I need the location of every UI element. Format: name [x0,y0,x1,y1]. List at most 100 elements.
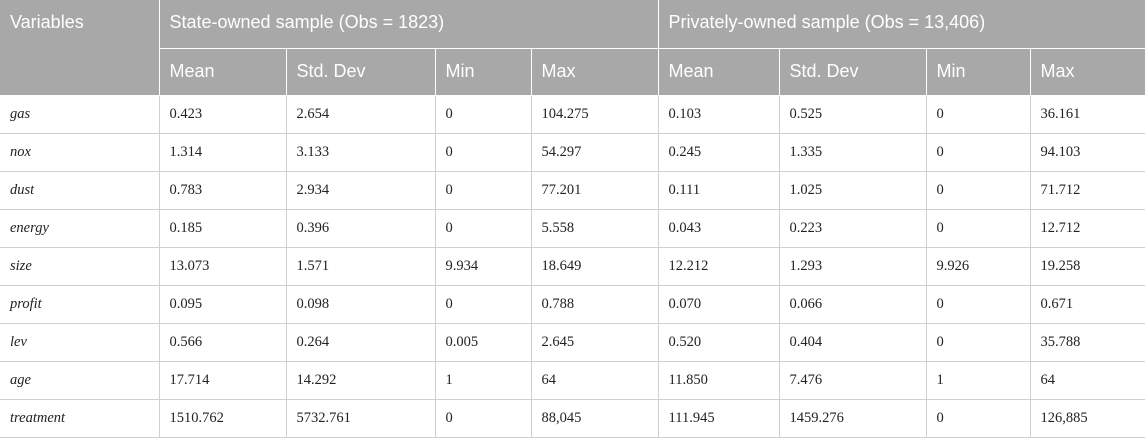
value-cell: 13.073 [159,247,287,286]
value-cell: 0 [926,171,1031,210]
value-cell: 0.423 [159,95,287,134]
value-cell: 19.258 [1030,247,1145,286]
value-cell: 0.185 [159,209,287,248]
value-cell: 71.712 [1030,171,1145,210]
value-cell: 0.264 [286,323,436,362]
state-owned-group-header: State-owned sample (Obs = 1823) [159,0,659,49]
variable-name-cell: profit [0,285,160,324]
value-cell: 0.671 [1030,285,1145,324]
variable-name-cell: nox [0,133,160,172]
value-cell: 0.566 [159,323,287,362]
value-cell: 0 [435,209,532,248]
header-stats-row: Mean Std. Dev Min Max Mean Std. Dev Min … [0,48,1145,96]
value-cell: 0 [926,133,1031,172]
variable-name-cell: lev [0,323,160,362]
value-cell: 0.223 [779,209,927,248]
stat-header: Max [1030,48,1145,96]
value-cell: 2.654 [286,95,436,134]
value-cell: 88,045 [531,399,659,438]
value-cell: 9.934 [435,247,532,286]
table-row: profit 0.095 0.098 0 0.788 0.070 0.066 0 0.671 [0,285,1145,324]
value-cell: 0 [926,399,1031,438]
value-cell: 0.095 [159,285,287,324]
value-cell: 0.005 [435,323,532,362]
value-cell: 0.245 [658,133,780,172]
value-cell: 0 [926,285,1031,324]
value-cell: 0.783 [159,171,287,210]
table-row: nox 1.314 3.133 0 54.297 0.245 1.335 0 94.103 [0,133,1145,172]
value-cell: 0 [926,95,1031,134]
value-cell: 0 [435,399,532,438]
variable-name-cell: energy [0,209,160,248]
value-cell: 12.712 [1030,209,1145,248]
value-cell: 0 [435,95,532,134]
value-cell: 0.111 [658,171,780,210]
value-cell: 77.201 [531,171,659,210]
value-cell: 126,885 [1030,399,1145,438]
value-cell: 1459.276 [779,399,927,438]
table-row: size 13.073 1.571 9.934 18.649 12.212 1.293 9.9… [0,247,1145,286]
value-cell: 0.520 [658,323,780,362]
value-cell: 1 [435,361,532,400]
value-cell: 54.297 [531,133,659,172]
value-cell: 3.133 [286,133,436,172]
value-cell: 36.161 [1030,95,1145,134]
table-row: dust 0.783 2.934 0 77.201 0.111 1.025 0 71.712 [0,171,1145,210]
value-cell: 94.103 [1030,133,1145,172]
variable-name-cell: gas [0,95,160,134]
variable-name-cell: dust [0,171,160,210]
value-cell: 0 [926,323,1031,362]
value-cell: 0.066 [779,285,927,324]
value-cell: 7.476 [779,361,927,400]
stat-header: Min [926,48,1031,96]
stat-header: Min [435,48,532,96]
value-cell: 0 [926,209,1031,248]
value-cell: 17.714 [159,361,287,400]
value-cell: 0 [435,285,532,324]
stat-header: Std. Dev [779,48,927,96]
value-cell: 0 [435,133,532,172]
variable-name-cell: age [0,361,160,400]
stat-header: Mean [159,48,287,96]
variables-header: Variables [0,0,160,96]
value-cell: 64 [1030,361,1145,400]
value-cell: 0.103 [658,95,780,134]
value-cell: 1510.762 [159,399,287,438]
value-cell: 9.926 [926,247,1031,286]
value-cell: 1.314 [159,133,287,172]
stat-header: Mean [658,48,780,96]
value-cell: 5.558 [531,209,659,248]
value-cell: 2.645 [531,323,659,362]
table-header: Variables State-owned sample (Obs = 1823… [0,0,1145,96]
value-cell: 0.788 [531,285,659,324]
table-row: age 17.714 14.292 1 64 11.850 7.476 1 64 [0,361,1145,400]
header-group-row: Variables State-owned sample (Obs = 1823… [0,0,1145,96]
value-cell: 14.292 [286,361,436,400]
table-body: gas 0.423 2.654 0 104.275 0.103 0.525 0 36.161 no… [0,95,1145,438]
value-cell: 104.275 [531,95,659,134]
value-cell: 35.788 [1030,323,1145,362]
value-cell: 12.212 [658,247,780,286]
value-cell: 0 [435,171,532,210]
value-cell: 0.396 [286,209,436,248]
value-cell: 64 [531,361,659,400]
value-cell: 0.043 [658,209,780,248]
stat-header: Std. Dev [286,48,436,96]
value-cell: 5732.761 [286,399,436,438]
value-cell: 1.335 [779,133,927,172]
table-row: gas 0.423 2.654 0 104.275 0.103 0.525 0 36.161 [0,95,1145,134]
value-cell: 0.098 [286,285,436,324]
value-cell: 1 [926,361,1031,400]
value-cell: 0.070 [658,285,780,324]
value-cell: 2.934 [286,171,436,210]
variable-name-cell: treatment [0,399,160,438]
table-row: energy 0.185 0.396 0 5.558 0.043 0.223 0 12.712 [0,209,1145,248]
variable-name-cell: size [0,247,160,286]
value-cell: 111.945 [658,399,780,438]
value-cell: 1.025 [779,171,927,210]
table-row: lev 0.566 0.264 0.005 2.645 0.520 0.404 0 35.788 [0,323,1145,362]
table-row: treatment 1510.762 5732.761 0 88,045 111.945 1… [0,399,1145,438]
value-cell: 18.649 [531,247,659,286]
value-cell: 0.404 [779,323,927,362]
stat-header: Max [531,48,659,96]
